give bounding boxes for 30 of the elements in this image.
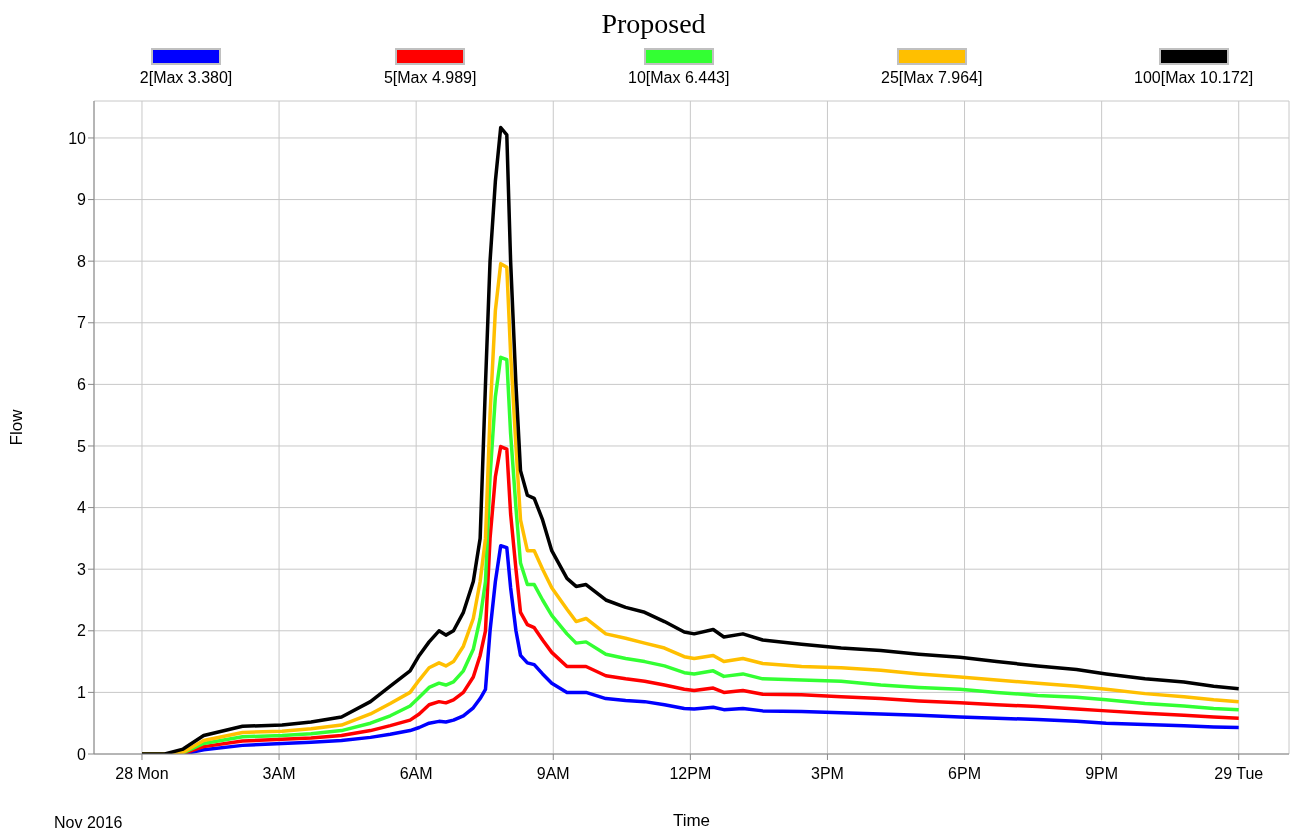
legend-label: 5[Max 4.989] — [383, 69, 477, 87]
y-axis-title: Flow — [7, 408, 27, 446]
text: Nov 2016 — [54, 814, 123, 832]
x-tick-label: 3PM — [811, 765, 844, 783]
y-tick-label: 5 — [77, 437, 87, 455]
x-tick-label: 9AM — [536, 765, 570, 783]
x-axis-title: Time — [672, 811, 711, 830]
chart-title: Proposed — [600, 8, 707, 41]
y-tick-label: 7 — [77, 314, 87, 332]
y-tick-label: 4 — [77, 499, 87, 517]
legend-label: 100[Max 10.172] — [1133, 69, 1254, 87]
x-tick-label: 28 Mon — [115, 765, 169, 783]
x-tick-label: 9PM — [1085, 765, 1119, 783]
legend-label: 25[Max 7.964] — [880, 69, 983, 87]
legend-label: 2[Max 3.380] — [139, 69, 233, 87]
legend-label: 10[Max 6.443] — [627, 69, 730, 87]
x-tick-label: 29 Tue — [1214, 765, 1264, 783]
y-tick-label: 3 — [77, 560, 87, 578]
y-tick-label: 1 — [77, 684, 87, 702]
x-tick-label: 12PM — [669, 765, 712, 783]
x-tick-label: 6AM — [399, 765, 433, 783]
x-tick-label: 6PM — [948, 765, 981, 783]
y-tick-label: 6 — [77, 376, 87, 394]
y-tick-label: 2 — [77, 622, 87, 640]
x-tick-label: 3AM — [262, 765, 296, 783]
y-tick-label: 10 — [68, 129, 87, 147]
y-tick-label: 9 — [77, 191, 87, 209]
line-series — [140, 125, 1241, 754]
y-tick-label: 8 — [77, 252, 87, 270]
y-tick-label: 0 — [77, 745, 87, 763]
